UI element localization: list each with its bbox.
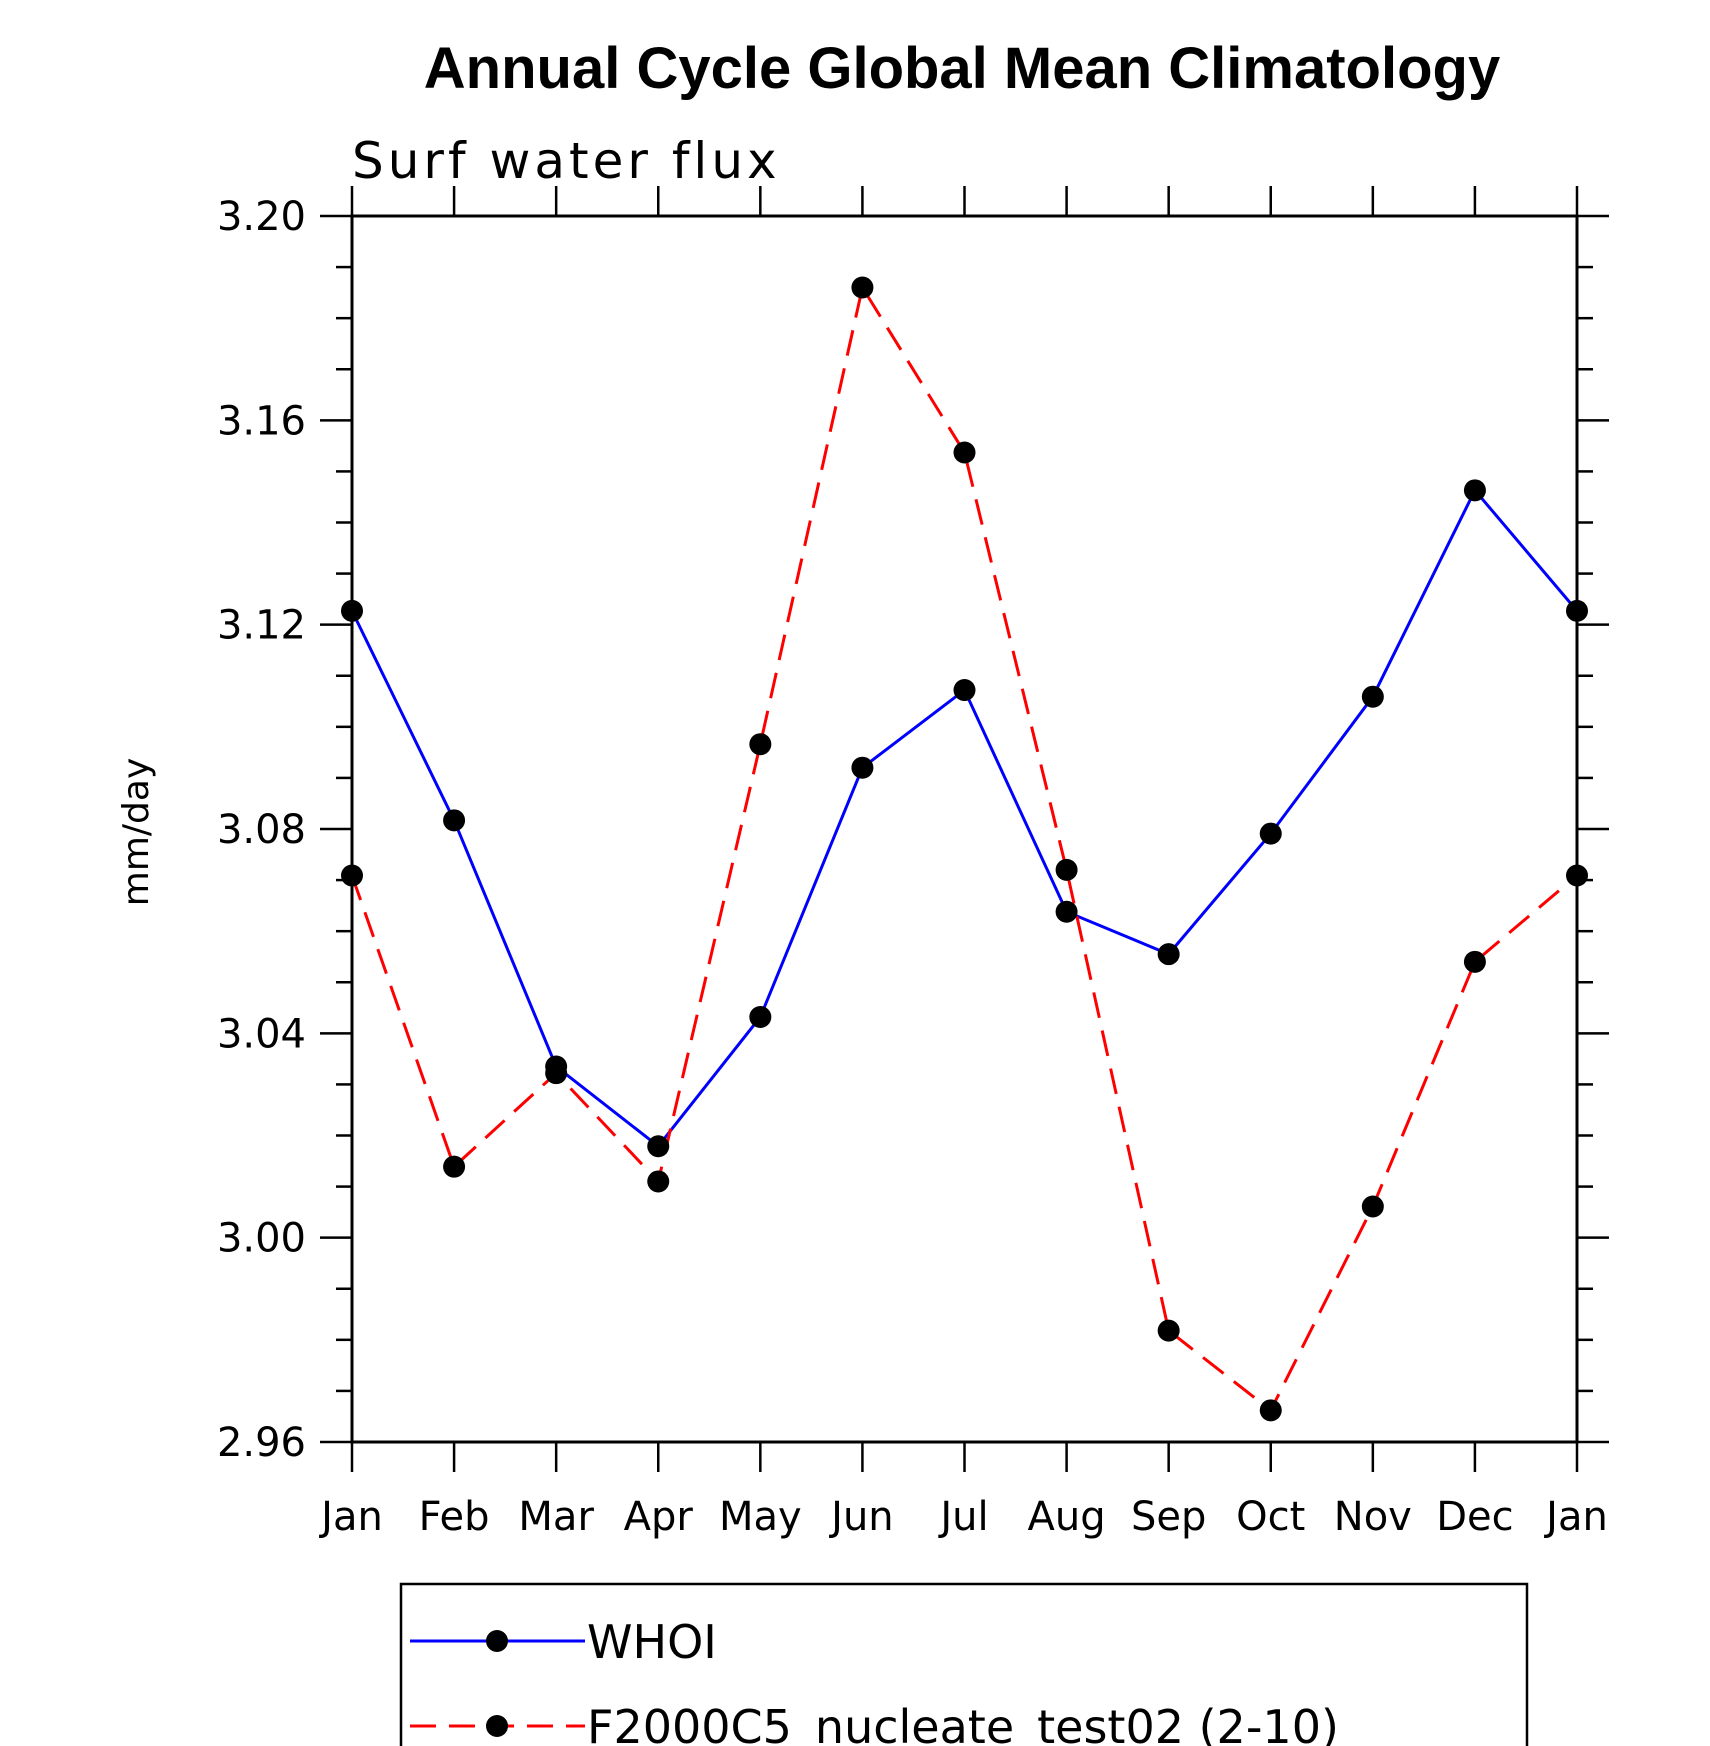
data-point: [1259, 822, 1282, 845]
data-point: [443, 1155, 466, 1178]
chart-title: Annual Cycle Global Mean Climatology: [424, 36, 1500, 101]
y-tick-label: 3.08: [217, 807, 306, 853]
x-tick-label: Aug: [1028, 1494, 1106, 1540]
y-axis-ticks: 2.96 3.00 3.04 3.08 3.12 3.16 3.20: [217, 194, 1609, 1466]
x-tick-label: Jan: [318, 1494, 383, 1540]
y-tick-label: 3.00: [217, 1216, 306, 1262]
x-tick-label: Mar: [518, 1494, 594, 1540]
y-tick-label: 3.04: [217, 1011, 306, 1057]
data-point: [1463, 479, 1486, 502]
data-point: [1157, 943, 1180, 966]
legend-box: [399, 1582, 1529, 1746]
y-tick-label: 2.96: [217, 1420, 306, 1466]
legend: WHOI F2000C5_nucleate_test02 (2-10): [399, 1582, 1529, 1746]
data-point: [1463, 950, 1486, 973]
y-tick-label: 3.12: [217, 603, 306, 649]
data-point: [851, 276, 874, 299]
x-tick-label: Nov: [1334, 1494, 1412, 1540]
x-tick-label: May: [719, 1494, 802, 1540]
data-point: [1055, 900, 1078, 923]
x-tick-label: Jul: [937, 1494, 988, 1540]
plot-frame: [350, 214, 1579, 1444]
x-tick-label: Jun: [828, 1494, 894, 1540]
y-tick-label: 3.20: [217, 194, 306, 240]
x-tick-label: Apr: [624, 1494, 694, 1540]
x-tick-label: Jan: [1543, 1494, 1608, 1540]
data-point: [1566, 864, 1588, 887]
data-point: [341, 864, 363, 887]
data-point: [749, 733, 772, 756]
data-point: [851, 756, 874, 779]
data-point: [953, 441, 976, 464]
x-tick-label: Oct: [1236, 1494, 1305, 1540]
x-tick-label: Sep: [1131, 1494, 1206, 1540]
x-tick-label: Dec: [1436, 1494, 1513, 1540]
legend-label: F2000C5_nucleate_test02 (2-10): [587, 1700, 1339, 1746]
data-point: [1361, 685, 1384, 708]
x-tick-label: Feb: [419, 1494, 490, 1540]
data-point: [647, 1170, 670, 1193]
series-line: [350, 487, 1579, 1149]
y-tick-label: 3.16: [217, 398, 306, 444]
data-point: [953, 679, 976, 702]
data-point: [1259, 1399, 1282, 1422]
legend-marker: [486, 1630, 508, 1652]
data-point: [1566, 599, 1588, 622]
data-point: [1157, 1319, 1180, 1342]
data-point: [1055, 858, 1078, 881]
data-point: [647, 1135, 670, 1158]
data-point: [749, 1005, 772, 1028]
data-point: [341, 599, 363, 622]
plot-border: [350, 214, 1579, 1444]
data-point: [545, 1062, 568, 1085]
chart-subtitle: Surf water flux: [352, 132, 781, 190]
data-point: [1361, 1195, 1384, 1218]
x-axis-ticks: Jan Feb Mar Apr May Jun Jul Aug Sep Oct Nov Dec Jan: [318, 186, 1608, 1540]
legend-label: WHOI: [587, 1615, 717, 1669]
legend-marker: [486, 1715, 508, 1737]
data-point: [443, 809, 466, 832]
y-axis-label: mm/day: [116, 758, 157, 906]
series-layer: [341, 276, 1588, 1422]
